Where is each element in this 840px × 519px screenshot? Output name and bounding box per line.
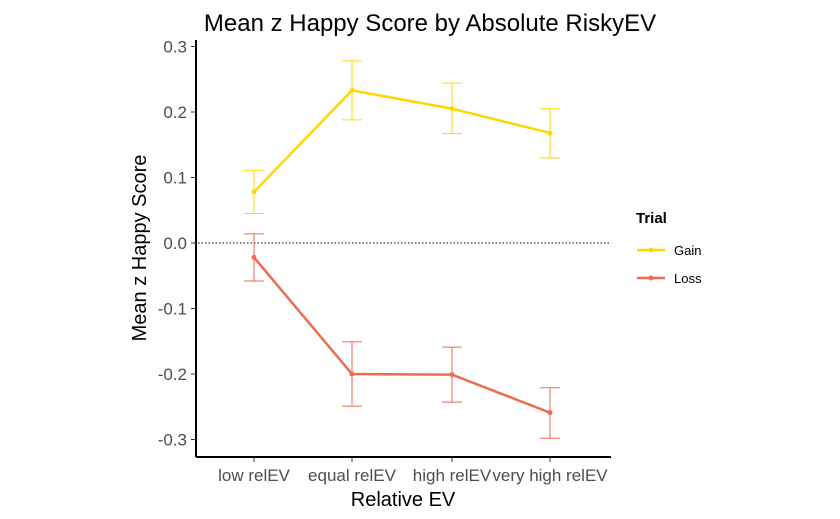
legend-label-gain: Gain	[674, 243, 701, 258]
y-tick-label: -0.3	[158, 431, 187, 450]
data-point-gain	[349, 87, 355, 93]
legend-label-loss: Loss	[674, 271, 702, 286]
legend-marker-gain	[648, 247, 654, 253]
data-point-loss	[449, 372, 455, 378]
y-tick-label: 0.1	[163, 169, 187, 188]
x-tick-label: very high relEV	[492, 466, 608, 485]
data-point-gain	[547, 130, 553, 136]
y-tick-label: 0.3	[163, 38, 187, 57]
data-point-gain	[251, 189, 257, 195]
data-point-gain	[449, 106, 455, 112]
y-axis-label: Mean z Happy Score	[129, 155, 151, 342]
legend: Trial Gain Loss	[636, 210, 702, 286]
data-point-loss	[251, 254, 257, 260]
series-line-gain	[253, 89, 551, 193]
legend-marker-loss	[648, 275, 654, 281]
series-loss	[244, 233, 560, 439]
y-axis-ticks: 0.3 0.2 0.1 0.0 -0.1 -0.2 -0.3	[158, 38, 196, 450]
y-tick-label: 0.0	[163, 234, 187, 253]
x-axis-label: Relative EV	[351, 489, 456, 511]
y-tick-label: -0.2	[158, 365, 187, 384]
x-tick-label: low relEV	[218, 466, 290, 485]
x-tick-label: equal relEV	[308, 466, 397, 485]
series-line-loss	[253, 256, 551, 414]
series-gain	[244, 60, 560, 215]
x-tick-label: high relEV	[413, 466, 492, 485]
legend-title: Trial	[636, 210, 667, 227]
x-axis-ticks: low relEV equal relEV high relEV very high …	[218, 457, 608, 485]
data-point-loss	[547, 410, 553, 416]
data-point-loss	[349, 371, 355, 377]
plot-area	[198, 60, 609, 439]
chart-title: Mean z Happy Score by Absolute RiskyEV	[204, 10, 656, 37]
y-tick-label: 0.2	[163, 103, 187, 122]
y-tick-label: -0.1	[158, 300, 187, 319]
